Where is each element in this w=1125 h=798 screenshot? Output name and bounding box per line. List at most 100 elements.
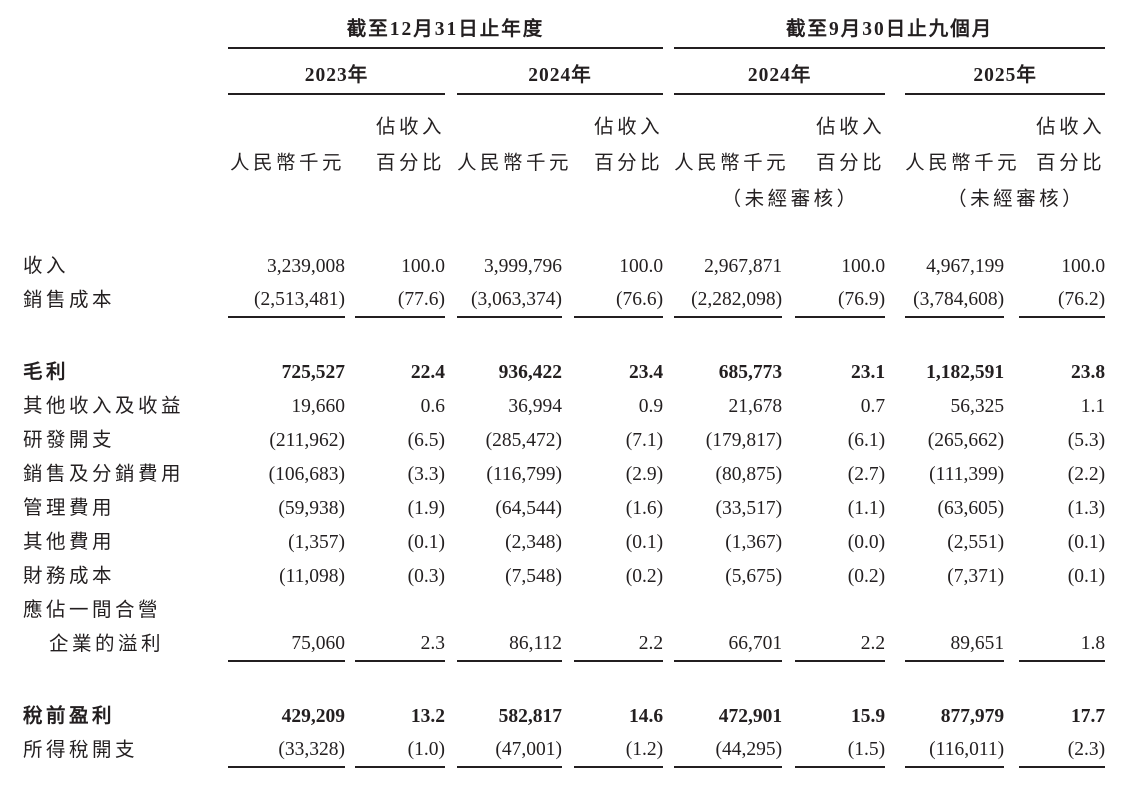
amount-cell: 66,701 <box>674 627 783 662</box>
row-label: 其他收入及收益 <box>23 396 185 417</box>
percent-cell: (1.1) <box>847 498 886 519</box>
column-gap <box>663 559 674 593</box>
row-label: 應佔一間合營 <box>23 600 162 621</box>
amount-cell: (7,371) <box>947 566 1005 587</box>
percent-cell: (77.6) <box>355 283 445 318</box>
column-gap <box>1004 627 1019 661</box>
period-group-header-row: 截至12月31日止年度 截至9月30日止九個月 <box>23 6 1106 49</box>
column-gap <box>345 627 355 661</box>
column-gap <box>663 389 674 423</box>
column-gap <box>562 355 574 389</box>
column-gap <box>445 525 457 559</box>
percent-cell: 100.0 <box>401 256 445 277</box>
amount-cell: (3,063,374) <box>457 283 562 318</box>
percent-cell: (0.1) <box>625 532 664 553</box>
column-gap <box>782 491 795 525</box>
column-gap <box>885 355 905 389</box>
amount-cell: (111,399) <box>929 464 1005 485</box>
row-label: 毛利 <box>23 362 70 383</box>
table-body: 收入 3,239,008 100.0 3,999,796 100.0 2,967,871 1… <box>23 211 1106 798</box>
column-gap <box>345 733 355 767</box>
table-row: 銷售成本 (2,513,481) (77.6) (3,063,374) (76.6) (2… <box>23 283 1106 318</box>
column-gap <box>663 249 674 283</box>
percent-cell: 100.0 <box>1061 256 1106 277</box>
column-gap <box>782 389 795 423</box>
column-gap <box>445 389 457 423</box>
table-row: 稅前盈利 429,209 13.2 582,817 14.6 472,901 15.9 877… <box>23 699 1105 733</box>
amount-cell: (211,962) <box>269 430 345 451</box>
column-gap <box>445 48 457 94</box>
amount-cell: 19,660 <box>291 396 345 417</box>
percent-cell: (0.3) <box>407 566 445 587</box>
year-column-header-2024: 2024年 <box>457 48 664 95</box>
percent-cell: (2.9) <box>625 464 664 485</box>
amount-cell: 4,967,199 <box>926 256 1005 277</box>
pct-label: 百分比 <box>594 153 664 174</box>
column-gap <box>345 249 355 283</box>
column-gap <box>345 283 355 317</box>
percent-cell: 1.1 <box>1080 396 1106 417</box>
percent-cell: (6.1) <box>847 430 886 451</box>
table-row: 企業的溢利 75,060 2.3 86,112 2.2 66,701 2.2 89,651 1.… <box>23 627 1106 662</box>
column-gap <box>782 249 795 283</box>
row-label: 其他費用 <box>23 532 116 553</box>
column-gap <box>782 355 795 389</box>
column-gap <box>885 175 905 211</box>
year-header-row: 2023年 2024年 2024年 2025年 <box>23 48 1106 95</box>
row-label: 財務成本 <box>23 566 116 587</box>
column-gap <box>562 627 574 661</box>
column-gap <box>885 525 905 559</box>
column-gap <box>445 283 457 317</box>
percent-cell: (1.2) <box>574 733 664 768</box>
table-row: 其他收入及收益 19,660 0.6 36,994 0.9 21,678 0.7 56,325… <box>23 389 1105 423</box>
column-gap <box>1004 733 1019 767</box>
amount-cell: 2,967,871 <box>704 256 783 277</box>
column-gap <box>1004 389 1019 423</box>
row-label: 研發開支 <box>23 430 116 451</box>
amount-cell: (116,011) <box>905 733 1005 768</box>
column-gap <box>445 627 457 661</box>
column-gap <box>1004 457 1019 491</box>
percent-cell: (7.1) <box>625 430 664 451</box>
label-column-header <box>23 94 228 139</box>
amount-cell: 3,239,008 <box>267 256 345 277</box>
column-gap <box>445 699 457 733</box>
row-label: 銷售及分銷費用 <box>23 464 185 485</box>
percent-cell: (1.3) <box>1067 498 1106 519</box>
amount-cell: 725,527 <box>281 362 345 383</box>
table-row-label-continuation: 應佔一間合營 <box>23 593 1105 627</box>
column-gap <box>782 627 795 661</box>
label-column-header <box>23 48 228 94</box>
column-gap <box>345 491 355 525</box>
unaudited-note: （未經審核） <box>721 189 860 210</box>
column-gap <box>1004 559 1019 593</box>
column-gap <box>1004 249 1019 283</box>
column-gap <box>782 457 795 491</box>
column-gap <box>663 283 674 317</box>
amount-cell: (3,784,608) <box>905 283 1005 318</box>
column-gap <box>782 733 795 767</box>
period-group-header-nine-months: 截至9月30日止九個月 <box>674 6 1106 49</box>
column-gap <box>885 733 905 767</box>
row-label: 銷售成本 <box>23 290 116 311</box>
column-gap <box>885 699 905 733</box>
table-row: 收入 3,239,008 100.0 3,999,796 100.0 2,967,871 1… <box>23 249 1105 283</box>
column-gap <box>885 249 905 283</box>
percent-cell: (76.9) <box>795 283 886 318</box>
column-gap <box>562 283 574 317</box>
column-gap <box>782 525 795 559</box>
column-gap <box>345 457 355 491</box>
year-column-header-2025-9m: 2025年 <box>905 48 1106 95</box>
pct-label: 佔收入 <box>1036 117 1106 138</box>
amount-cell: 877,979 <box>940 706 1005 727</box>
amount-cell: (64,544) <box>495 498 562 519</box>
column-gap <box>345 699 355 733</box>
amount-cell: (59,938) <box>278 498 345 519</box>
column-gap <box>562 491 574 525</box>
amount-cell: (265,662) <box>927 430 1005 451</box>
financial-table: 截至12月31日止年度 截至9月30日止九個月 2023年 2024年 2024… <box>23 6 1106 798</box>
amount-cell: (80,875) <box>715 464 783 485</box>
row-label: 管理費用 <box>23 498 116 519</box>
label-column-header <box>23 175 228 211</box>
